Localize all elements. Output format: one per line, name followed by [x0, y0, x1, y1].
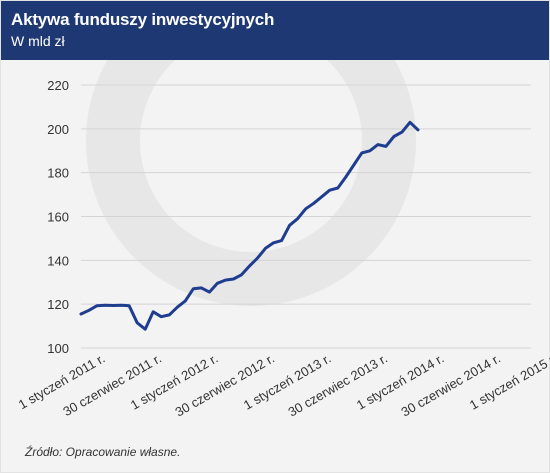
chart-header: Aktywa funduszy inwestycyjnych W mld zł — [1, 1, 549, 60]
data-point — [216, 282, 219, 285]
data-point — [224, 279, 227, 282]
data-point — [409, 121, 412, 124]
data-point — [248, 265, 251, 268]
series-layer — [79, 120, 420, 331]
chart-title: Aktywa funduszy inwestycyjnych — [11, 10, 275, 29]
data-point — [240, 273, 243, 276]
x-tick-label: 30 czerwiec 2014 r. — [398, 351, 503, 420]
series-line — [79, 120, 420, 331]
data-point — [176, 306, 179, 309]
data-point — [417, 128, 420, 131]
y-tick-label: 160 — [47, 210, 69, 225]
data-point — [296, 217, 299, 220]
data-point — [208, 291, 211, 294]
data-point — [168, 313, 171, 316]
data-point — [328, 189, 331, 192]
x-tick-label: 30 czerwiec 2012 r. — [172, 351, 277, 420]
data-point — [128, 304, 131, 307]
data-point — [160, 315, 163, 318]
data-point — [152, 310, 155, 313]
data-point — [320, 195, 323, 198]
x-tick-label: 30 czerwiec 2013 r. — [285, 351, 390, 420]
data-point — [360, 151, 363, 154]
data-point — [344, 176, 347, 179]
data-point — [80, 313, 83, 316]
data-point — [232, 278, 235, 281]
data-point — [336, 187, 339, 190]
data-point — [272, 241, 275, 244]
data-point — [392, 135, 395, 138]
data-point — [200, 286, 203, 289]
y-tick-label: 180 — [47, 166, 69, 181]
data-point — [312, 202, 315, 205]
y-tick-label: 100 — [47, 341, 69, 356]
data-point — [256, 257, 259, 260]
data-point — [280, 239, 283, 242]
x-tick-label: 30 czerwiec 2011 r. — [60, 351, 164, 420]
data-point — [112, 304, 115, 307]
y-tick-label: 120 — [47, 297, 69, 312]
data-point — [104, 304, 107, 307]
data-point — [120, 304, 123, 307]
data-point — [304, 207, 307, 210]
data-point — [184, 299, 187, 302]
data-point — [264, 247, 267, 250]
data-point — [192, 287, 195, 290]
y-tick-label: 140 — [47, 253, 69, 268]
data-point — [368, 149, 371, 152]
data-point — [288, 224, 291, 227]
data-point — [144, 328, 147, 331]
data-point — [384, 145, 387, 148]
x-axis: 1 styczeń 2011 r.30 czerwiec 2011 r.1 st… — [16, 351, 550, 420]
y-tick-label: 200 — [47, 122, 69, 137]
y-axis: 100 120 140 160 180 200 220 — [47, 78, 69, 356]
y-grid — [81, 84, 531, 349]
source-note: Źródło: Opracowanie własne. — [25, 445, 181, 459]
data-point — [352, 164, 355, 167]
data-point — [88, 309, 91, 312]
data-point — [376, 143, 379, 146]
chart-subtitle: W mld zł — [11, 33, 65, 49]
y-tick-label: 220 — [47, 78, 69, 93]
data-point — [136, 321, 139, 324]
data-point — [96, 304, 99, 307]
data-point — [401, 131, 404, 134]
